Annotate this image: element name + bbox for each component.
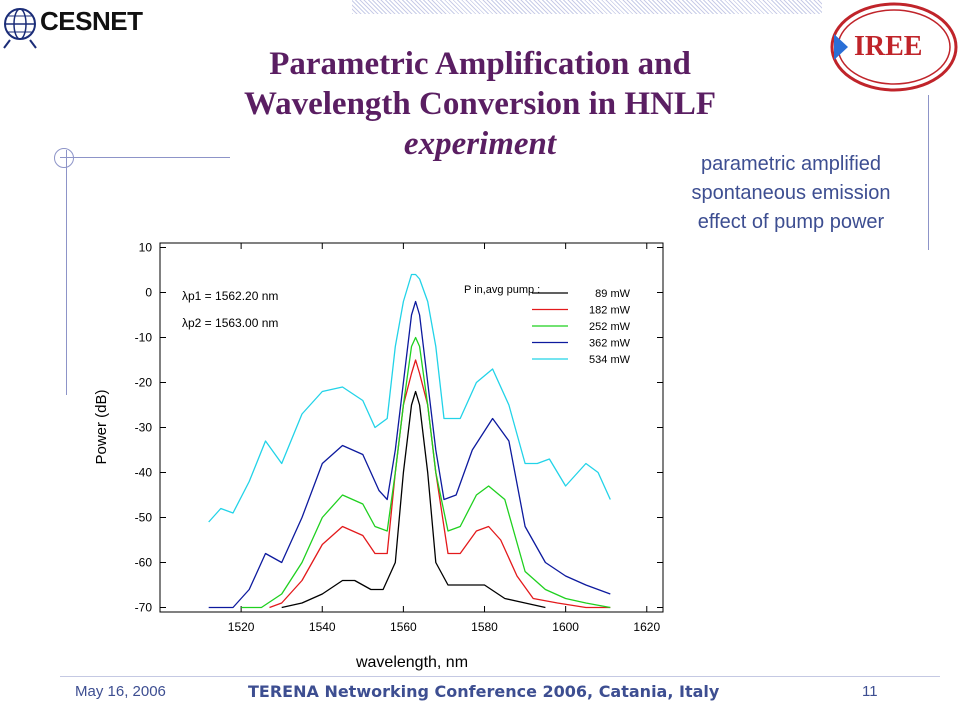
axis-ticks: 1520 1540 1560 1580 1600 1620 10 0 -10 -20 -30 -40 -… (135, 241, 663, 634)
series-line (208, 273, 611, 523)
side-note: parametric amplified spontaneous emissio… (650, 150, 932, 237)
series-line (281, 390, 546, 609)
series-line (208, 300, 611, 609)
legend-label: 534 mW (589, 354, 631, 366)
series-lines (208, 273, 611, 609)
y-tick-label: -60 (135, 556, 153, 570)
cesnet-logo: CESNET (0, 0, 170, 55)
y-tick-label: -50 (135, 511, 153, 525)
series-line (241, 336, 611, 609)
y-tick-label: 0 (145, 286, 152, 300)
lambda1-annotation: λp1 = 1562.20 nm (182, 289, 278, 303)
y-tick-label: -30 (135, 421, 153, 435)
title-line-2: Wavelength Conversion in HNLF (243, 86, 717, 122)
header-decoration (352, 0, 822, 14)
iree-emblem-icon (830, 2, 958, 92)
cesnet-logo-text: CESNET (40, 6, 143, 36)
y-tick-label: -20 (135, 376, 153, 390)
decoration-line (928, 95, 929, 250)
legend-label: 89 mW (595, 288, 630, 300)
legend-label: 362 mW (589, 338, 631, 350)
decoration-line (60, 157, 230, 158)
x-tick-label: 1580 (471, 620, 498, 634)
page-number: 11 (862, 683, 878, 700)
y-tick-label: -70 (135, 601, 153, 615)
x-tick-label: 1620 (633, 620, 660, 634)
x-tick-label: 1520 (228, 620, 255, 634)
series-line (269, 359, 611, 609)
lambda2-annotation: λp2 = 1563.00 nm (182, 316, 278, 330)
footer-date: May 16, 2006 (75, 683, 166, 700)
globe-icon (3, 8, 37, 49)
y-tick-label: -10 (135, 331, 153, 345)
legend-label: 252 mW (589, 321, 631, 333)
slide-title: Parametric Amplification and Wavelength … (120, 44, 840, 164)
side-note-line-3: effect of pump power (697, 211, 885, 233)
pump-power-label: P in,avg pump : (464, 284, 540, 296)
side-note-line-1: parametric amplified (700, 153, 882, 175)
iree-logo: IREE (826, 0, 960, 100)
x-axis-label: wavelength, nm (355, 654, 468, 671)
y-tick-label: 10 (139, 241, 153, 255)
footer-divider (60, 676, 940, 677)
title-line-3: experiment (403, 126, 557, 162)
decoration-line (66, 150, 67, 395)
x-tick-label: 1600 (552, 620, 579, 634)
x-tick-label: 1540 (309, 620, 336, 634)
iree-logo-text: IREE (854, 31, 923, 62)
title-line-1: Parametric Amplification and (269, 46, 691, 82)
y-tick-label: -40 (135, 466, 153, 480)
x-tick-label: 1560 (390, 620, 417, 634)
y-axis-label: Power (dB) (93, 389, 110, 464)
side-note-line-2: spontaneous emission (691, 182, 891, 204)
footer-conference: TERENA Networking Conference 2006, Catan… (248, 682, 720, 701)
legend-label: 182 mW (589, 305, 631, 317)
decoration-circle (54, 148, 74, 168)
legend: 89 mW 182 mW 252 mW 362 mW 534 mW (532, 288, 631, 366)
